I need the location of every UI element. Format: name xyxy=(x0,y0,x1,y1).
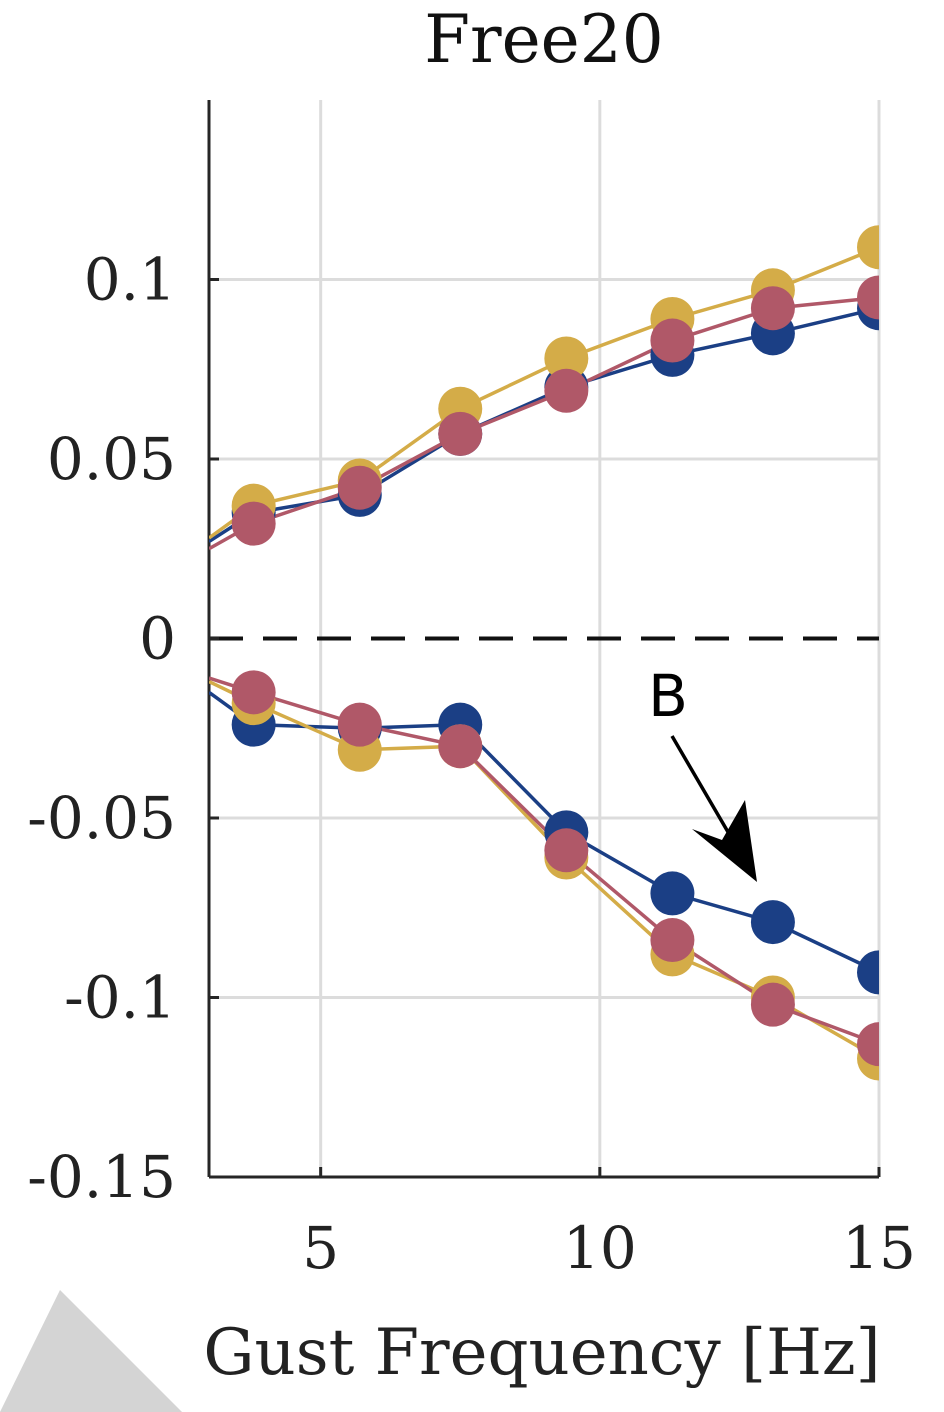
series-marker-lower-3 xyxy=(750,900,795,945)
series-marker-upper-2 xyxy=(337,465,382,510)
x-axis-label: Gust Frequency [Hz] xyxy=(203,1316,880,1390)
series-marker-upper-2 xyxy=(544,368,589,413)
series-marker-lower-3 xyxy=(650,871,695,916)
series-marker-lower-5 xyxy=(650,918,695,963)
y-tick-label: 0.05 xyxy=(47,425,176,493)
y-tick-label: -0.15 xyxy=(27,1143,176,1211)
series-layer xyxy=(209,225,879,1081)
axes xyxy=(207,100,881,1179)
series-marker-lower-5 xyxy=(231,670,276,715)
series-marker-lower-5 xyxy=(438,724,483,769)
annotation-label: B xyxy=(648,662,688,730)
y-tick-label: 0 xyxy=(139,605,176,673)
chart-title: Free20 xyxy=(424,1,663,78)
tick-labels: 5 10 15 -0.15 -0.1 -0.05 0 0.05 0.1 xyxy=(27,246,916,1283)
series-marker-lower-5 xyxy=(544,828,589,873)
y-tick-label: -0.05 xyxy=(27,784,176,852)
y-tick-label: -0.1 xyxy=(64,964,176,1032)
series-marker-lower-5 xyxy=(750,982,795,1027)
corner-triangle-decoration xyxy=(0,1290,182,1412)
series-marker-lower-3 xyxy=(857,950,879,995)
x-tick-label: 15 xyxy=(842,1214,916,1282)
series-marker-upper-2 xyxy=(650,318,695,363)
series-marker-upper-1 xyxy=(544,336,589,381)
series-marker-lower-5 xyxy=(337,702,382,747)
series-marker-lower-5 xyxy=(857,1022,879,1067)
series-marker-upper-2 xyxy=(750,286,795,331)
series-marker-upper-1 xyxy=(857,225,879,270)
series-marker-upper-2 xyxy=(857,275,879,320)
x-tick-label: 5 xyxy=(302,1214,339,1282)
annotation-arrow-head xyxy=(692,800,757,882)
series-marker-upper-2 xyxy=(231,501,276,546)
series-marker-upper-2 xyxy=(438,411,483,456)
y-tick-label: 0.1 xyxy=(84,246,176,314)
annotation: B xyxy=(648,662,757,882)
annotation-arrow-shaft xyxy=(670,735,737,845)
x-tick-label: 10 xyxy=(563,1214,637,1282)
